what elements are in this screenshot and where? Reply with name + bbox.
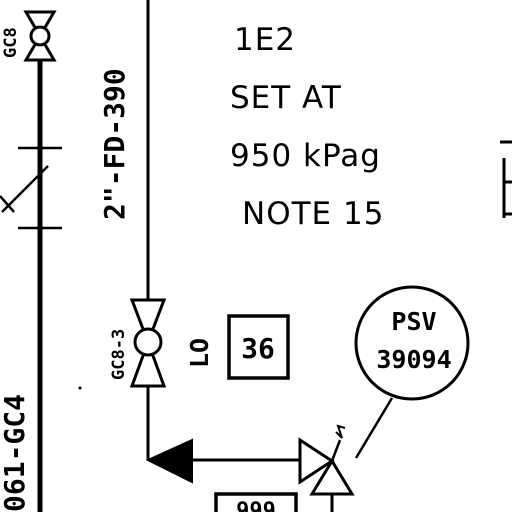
flow-arrow xyxy=(145,438,193,484)
psv-bubble xyxy=(354,285,470,401)
diagonal-line-2 xyxy=(0,195,15,213)
top-left-valve-tag: GC8 xyxy=(1,27,21,58)
drain-line-label: 2"-FD-390 xyxy=(98,68,131,220)
number-box-text: 36 xyxy=(241,332,275,365)
note-tag: 1E2 xyxy=(234,22,296,58)
psv-bubble-line2: 39094 xyxy=(376,345,451,374)
psv-valve xyxy=(298,424,355,512)
top-left-valve xyxy=(23,10,57,62)
drain-gate-valve xyxy=(129,298,167,388)
bottom-box xyxy=(214,492,298,512)
lock-open-label: LO xyxy=(185,338,214,368)
number-box xyxy=(227,314,290,380)
psv-leader xyxy=(354,397,394,459)
note-pressure: 950 kPag xyxy=(230,138,381,174)
right-edge-fragment xyxy=(500,140,512,218)
note-set-at: SET AT xyxy=(230,80,342,116)
psv-bubble-line1: PSV xyxy=(391,307,436,336)
diagonal-line xyxy=(1,165,49,213)
main-line-label: 061-GC4 xyxy=(0,394,31,512)
note-reference: NOTE 15 xyxy=(242,196,384,232)
bottom-box-text: 999 xyxy=(236,499,276,512)
drain-valve-tag: GC8-3 xyxy=(109,329,129,380)
stray-dot xyxy=(78,386,82,390)
